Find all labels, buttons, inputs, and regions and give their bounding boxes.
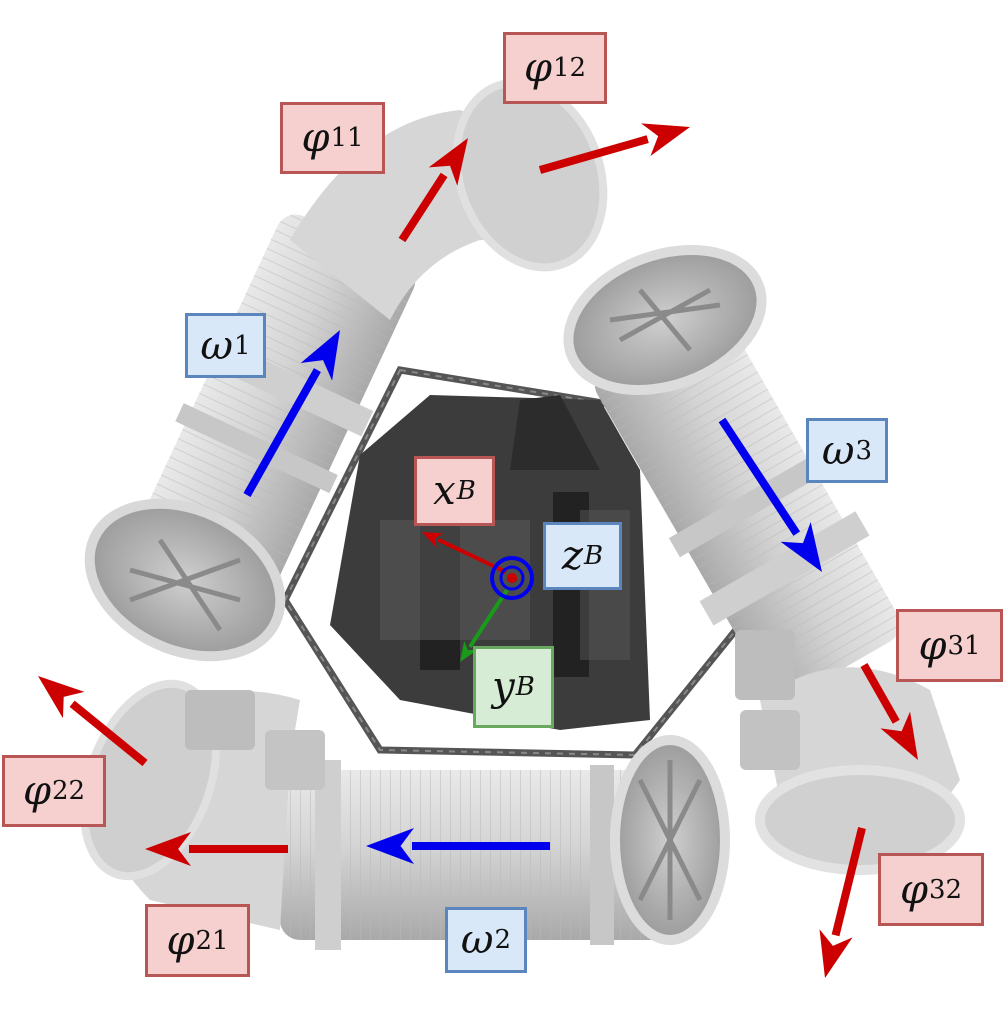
fan-inlet-2 <box>610 735 730 945</box>
label-phi12-symbol: φ <box>523 45 552 91</box>
label-yB-symbol: y <box>492 664 515 710</box>
arrow-phi32-head <box>819 929 853 978</box>
arrow-phi32 <box>819 827 866 978</box>
arrow-phi12 <box>538 123 690 174</box>
label-phi11-subscript: 11 <box>330 123 364 153</box>
arrow-phi31-head <box>880 711 918 760</box>
arrow-omega3 <box>718 417 822 572</box>
arrow-omega2-head <box>366 828 414 864</box>
z-axis-marker <box>490 556 534 600</box>
label-yB-subscript: B <box>515 672 535 702</box>
label-phi31: φ 31 <box>896 609 1003 682</box>
arrow-phi11-head <box>428 138 468 186</box>
label-phi22-subscript: 22 <box>51 776 86 806</box>
arrow-yB <box>460 588 509 662</box>
arrow-omega2 <box>366 828 550 864</box>
label-omega1-subscript: 1 <box>234 330 251 361</box>
arrow-phi21-head <box>145 832 191 866</box>
arrow-phi31 <box>860 663 918 760</box>
arrow-phi22-head <box>38 676 85 719</box>
arrow-xB-head <box>422 532 444 548</box>
arrow-phi22 <box>38 676 148 767</box>
label-phi31-subscript: 31 <box>947 630 981 661</box>
label-omega3-subscript: 3 <box>855 435 873 466</box>
label-xB-symbol: x <box>433 468 456 514</box>
arrow-omega1 <box>243 330 340 497</box>
label-zB-subscript: B <box>583 541 604 571</box>
thruster-arm-2 <box>280 760 700 950</box>
arrow-yB-head <box>460 640 478 662</box>
arrow-phi32-shaft <box>831 827 866 937</box>
label-phi21-symbol: φ <box>166 917 195 964</box>
label-phi32: φ 32 <box>878 853 984 926</box>
arrow-omega3-head <box>780 522 822 572</box>
arrow-phi11-shaft <box>398 172 448 243</box>
label-phi21: φ 21 <box>145 904 250 977</box>
label-phi11: φ 11 <box>280 102 385 174</box>
arrow-omega1-shaft <box>243 368 321 497</box>
label-phi31-symbol: φ <box>918 622 947 669</box>
arrow-phi31-shaft <box>860 663 900 724</box>
thruster-arm-3 <box>594 309 901 700</box>
elbow-2 <box>80 679 325 930</box>
arrow-omega1-head <box>300 330 340 381</box>
label-phi11-symbol: φ <box>301 115 330 161</box>
fan-inlet-1 <box>84 498 286 662</box>
arrow-omega3-shaft <box>718 417 801 536</box>
label-phi22-symbol: φ <box>22 768 51 814</box>
label-phi12-subscript: 12 <box>552 53 587 83</box>
label-phi12: φ 12 <box>503 32 607 104</box>
label-phi32-subscript: 32 <box>928 874 963 905</box>
arrow-yB-shaft <box>468 588 509 649</box>
label-phi22: φ 22 <box>2 755 106 827</box>
arrow-phi22-shaft <box>69 700 148 767</box>
label-zB-symbol: z <box>561 533 583 579</box>
label-omega2-symbol: ω <box>460 917 494 963</box>
label-xB-subscript: B <box>456 476 476 506</box>
label-omega3-symbol: ω <box>821 427 855 474</box>
arrow-phi21 <box>145 832 288 866</box>
fan-inlet-3 <box>563 244 767 396</box>
label-phi21-subscript: 21 <box>195 925 229 956</box>
label-phi32-symbol: φ <box>899 866 928 913</box>
arrow-phi12-shaft <box>538 135 649 174</box>
label-omega2-subscript: 2 <box>494 925 512 955</box>
label-omega1-symbol: ω <box>200 322 234 369</box>
arrow-phi12-head <box>641 123 690 157</box>
arrow-phi11 <box>398 138 468 243</box>
